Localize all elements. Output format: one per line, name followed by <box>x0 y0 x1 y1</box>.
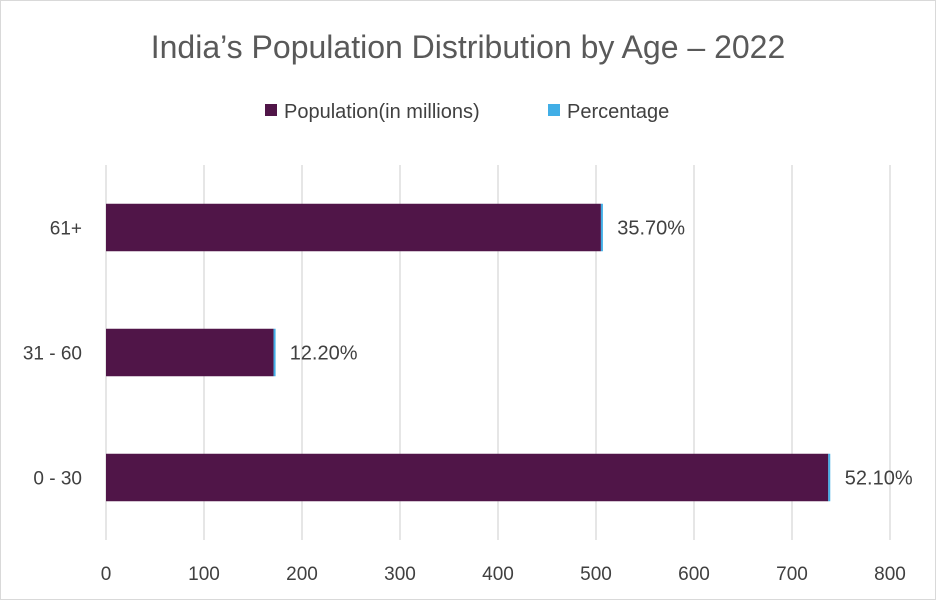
bar-1-0 <box>828 453 831 502</box>
bar-1-2 <box>600 203 603 252</box>
legend: Population(in millions) Percentage <box>265 101 669 123</box>
data-label-0: 52.10% <box>845 468 913 490</box>
category-label-1: 31 - 60 <box>23 344 82 365</box>
bars <box>106 203 831 502</box>
data-label-2: 35.70% <box>617 218 685 240</box>
x-tick-label-0: 0 <box>101 564 112 585</box>
chart-title: India’s Population Distribution by Age –… <box>151 29 786 65</box>
legend-label-0: Population(in millions) <box>284 101 480 123</box>
x-tick-label-300: 300 <box>384 564 416 585</box>
bar-0-1 <box>106 328 274 377</box>
category-label-2: 61+ <box>50 219 82 240</box>
y-axis-labels: 0 - 30 31 - 60 61+ <box>23 219 82 490</box>
bar-0-2 <box>106 203 601 252</box>
bar-1-1 <box>273 328 276 377</box>
x-tick-label-200: 200 <box>286 564 318 585</box>
legend-swatch-0 <box>265 104 277 116</box>
x-tick-label-600: 600 <box>678 564 710 585</box>
data-label-1: 12.20% <box>290 343 358 365</box>
x-tick-label-700: 700 <box>776 564 808 585</box>
x-tick-label-100: 100 <box>188 564 220 585</box>
bar-0-0 <box>106 453 829 502</box>
legend-swatch-1 <box>548 104 560 116</box>
x-tick-label-400: 400 <box>482 564 514 585</box>
x-tick-label-500: 500 <box>580 564 612 585</box>
x-axis-ticks: 0 100 200 300 400 500 600 700 800 <box>101 564 906 585</box>
x-tick-label-800: 800 <box>874 564 906 585</box>
category-label-0: 0 - 30 <box>33 469 82 490</box>
data-labels: 52.10% 12.20% 35.70% <box>290 218 913 490</box>
legend-label-1: Percentage <box>567 101 669 123</box>
